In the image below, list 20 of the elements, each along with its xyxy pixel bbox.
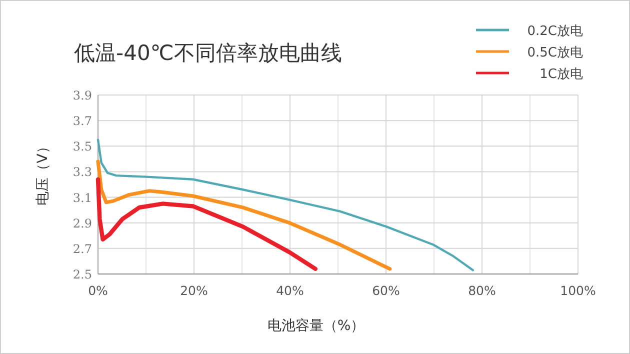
legend-label: 0.5C放电: [527, 46, 583, 60]
chart-title: 低温-40℃不同倍率放电曲线: [74, 41, 342, 65]
y-tick-label: 2.5: [72, 268, 92, 282]
y-tick-label: 3.9: [72, 88, 92, 102]
y-tick-label: 3.7: [72, 114, 92, 128]
y-tick-label: 2.9: [72, 216, 92, 230]
y-tick-label: 2.7: [72, 242, 92, 256]
y-tick-label: 3.1: [72, 190, 92, 205]
legend-label: 1C放电: [540, 67, 583, 82]
x-tick-label: 60%: [372, 283, 400, 298]
x-tick-label: 0%: [88, 283, 108, 298]
x-tick-label: 20%: [180, 283, 208, 298]
x-axis-title: 电池容量（%）: [267, 318, 365, 334]
y-tick-label: 3.5: [72, 140, 92, 154]
x-tick-label: 40%: [276, 283, 304, 298]
x-tick-label: 80%: [468, 283, 496, 298]
y-tick-label: 3.3: [72, 165, 92, 180]
y-axis-title: 电压（V）: [35, 140, 51, 206]
legend-label: 0.2C放电: [527, 24, 583, 39]
x-tick-label: 100%: [560, 283, 596, 298]
